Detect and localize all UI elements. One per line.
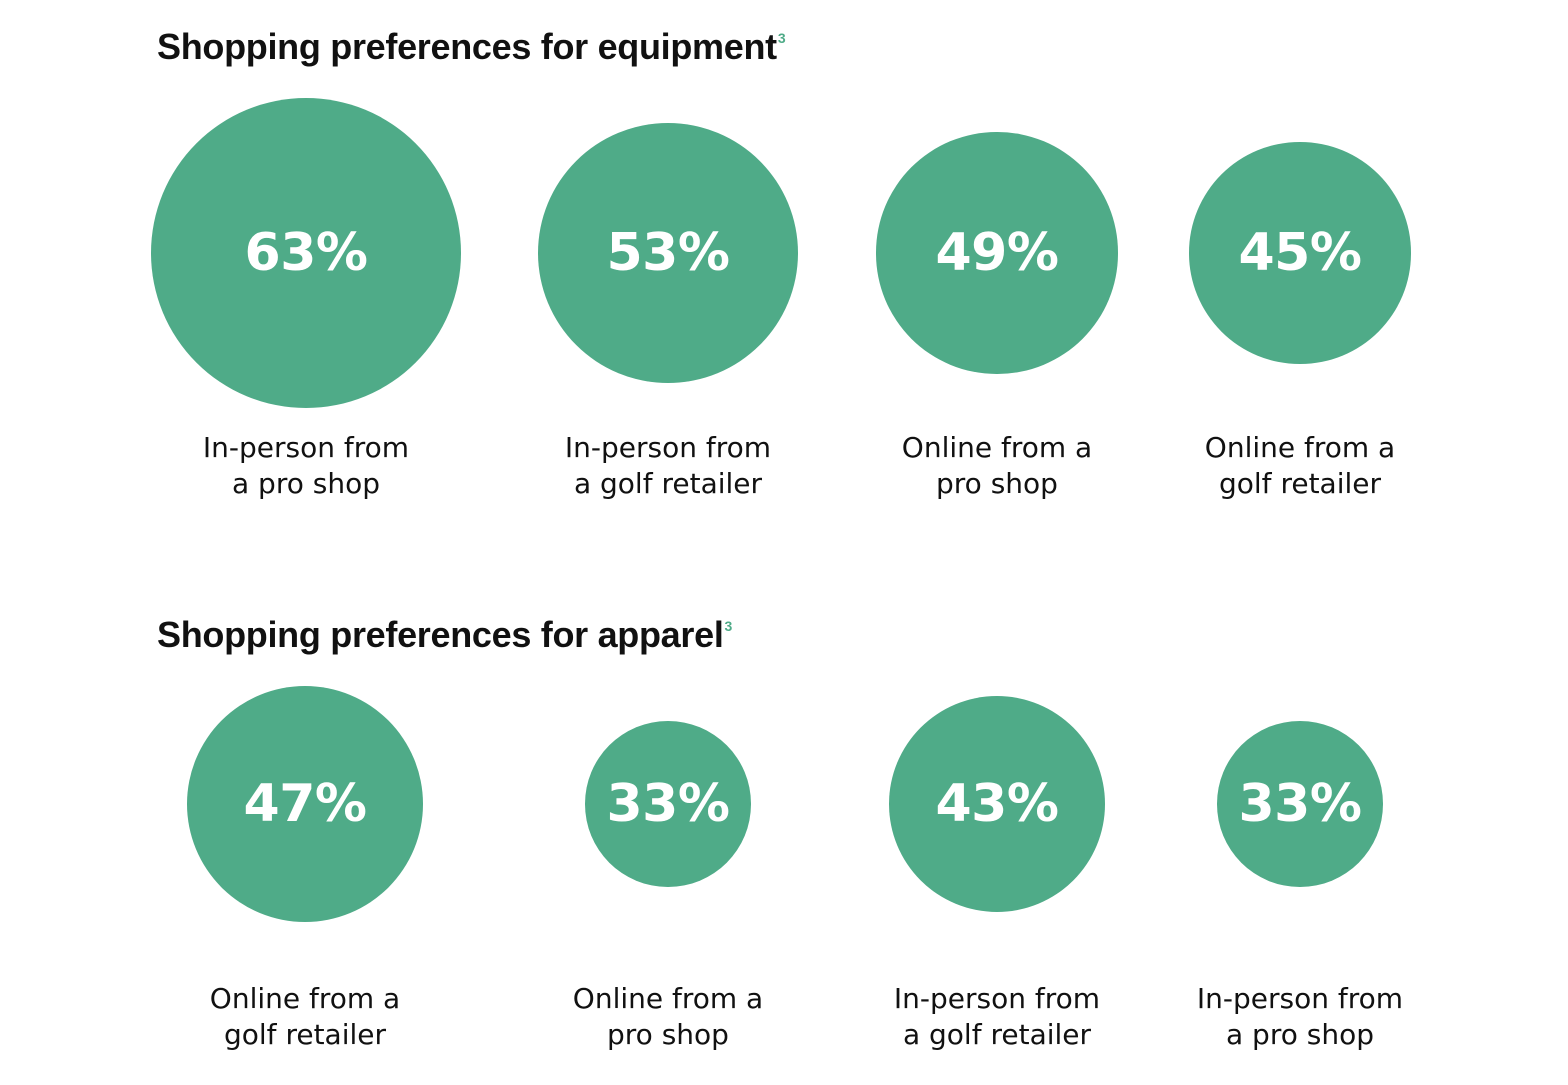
apparel-title-text: Shopping preferences for apparel [157,614,724,655]
apparel-category-label: Online from a pro shop [528,981,808,1053]
apparel-category-label-line: pro shop [607,1018,729,1051]
apparel-category-label: In-person from a pro shop [1160,981,1440,1053]
equipment-category-label: Online from a pro shop [857,430,1137,502]
equipment-title-footnote: 3 [777,30,786,46]
equipment-category-label-line: Online from a [901,431,1093,464]
equipment-chart-title: Shopping preferences for equipment3 [157,26,786,68]
apparel-bubble-value: 43% [935,773,1059,834]
apparel-bubble-value: 33% [606,773,730,834]
apparel-bubble: 33% [585,721,751,887]
equipment-category-label-line: a pro shop [232,467,380,500]
equipment-bubble-value: 45% [1238,222,1362,283]
equipment-category-label-line: a golf retailer [573,467,763,500]
apparel-bubble-value: 47% [243,774,367,834]
equipment-category-label: In-person from a pro shop [166,430,446,502]
apparel-category-label: Online from a golf retailer [165,981,445,1053]
apparel-bubble: 33% [1217,721,1383,887]
apparel-category-label-line: a pro shop [1226,1018,1374,1051]
equipment-category-label-line: Online from a [1204,431,1396,464]
equipment-bubble: 49% [876,132,1118,374]
apparel-category-label-line: a golf retailer [902,1018,1092,1051]
equipment-bubble: 53% [537,122,799,384]
equipment-chart: Shopping preferences for equipment3 63% I… [0,0,1568,540]
apparel-category-label-line: Online from a [572,982,764,1015]
equipment-bubble-value: 63% [244,223,368,283]
apparel-category-label-line: Online from a [209,982,401,1015]
equipment-bubble-value: 49% [935,222,1059,283]
apparel-bubble-value: 33% [1238,773,1362,834]
equipment-category-label: In-person from a golf retailer [528,430,808,502]
equipment-category-label-line: pro shop [936,467,1058,500]
equipment-category-label-line: In-person from [564,431,772,464]
apparel-title-footnote: 3 [724,618,733,634]
apparel-category-label-line: golf retailer [224,1018,386,1051]
apparel-chart-title: Shopping preferences for apparel3 [157,614,732,656]
equipment-category-label-line: golf retailer [1219,467,1381,500]
equipment-bubble: 45% [1189,142,1411,364]
apparel-bubble: 47% [187,686,423,922]
equipment-bubble-value: 53% [606,222,730,283]
equipment-bubble: 63% [151,98,461,408]
equipment-category-label: Online from a golf retailer [1160,430,1440,502]
apparel-category-label-line: In-person from [893,982,1101,1015]
apparel-chart: Shopping preferences for apparel3 47% Onl… [0,590,1568,1085]
apparel-category-label-line: In-person from [1196,982,1404,1015]
apparel-category-label: In-person from a golf retailer [857,981,1137,1053]
equipment-category-label-line: In-person from [202,431,410,464]
apparel-bubble: 43% [889,696,1105,912]
equipment-title-text: Shopping preferences for equipment [157,26,777,67]
